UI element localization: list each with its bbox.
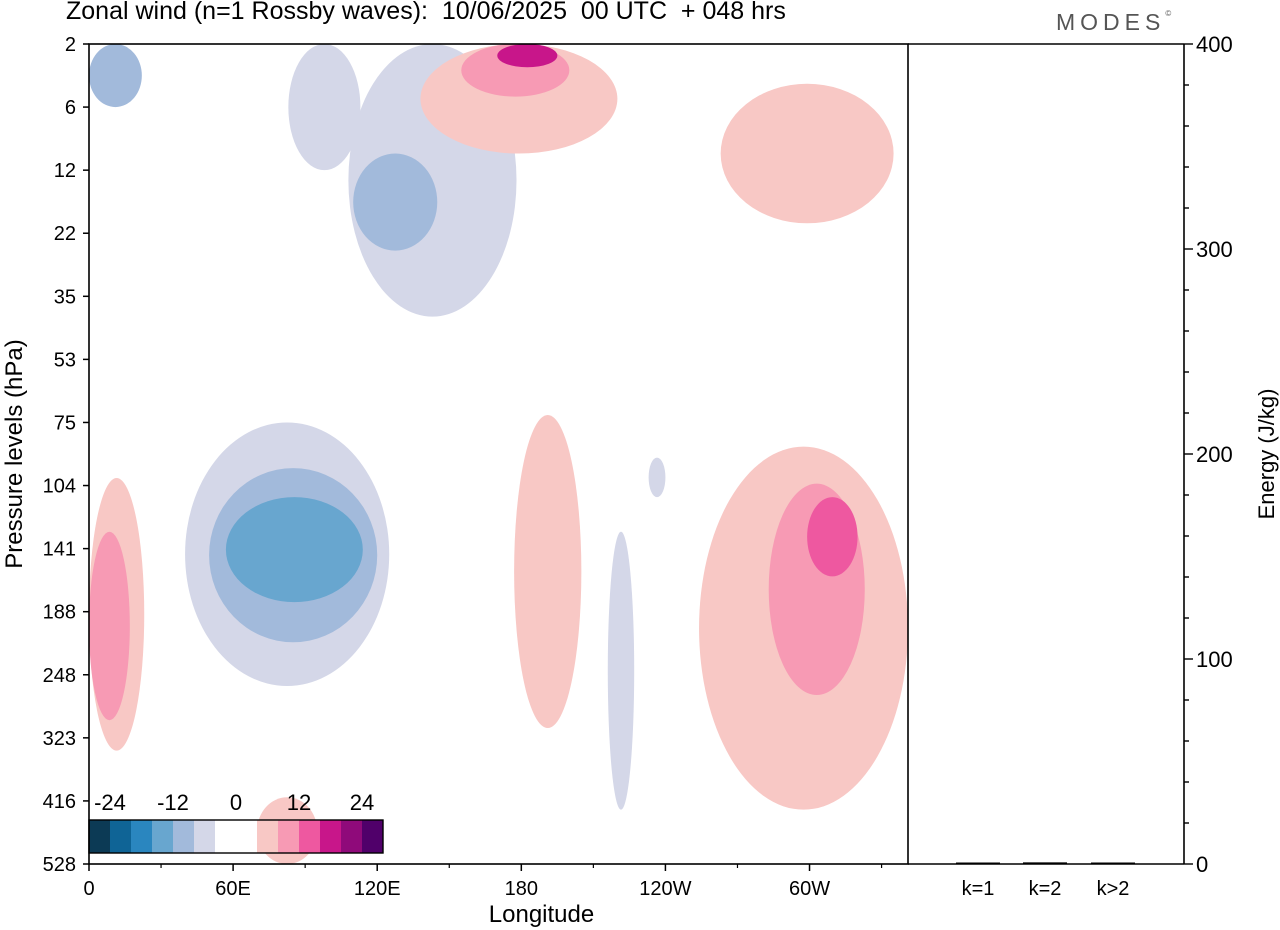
colorbar-tick-label: -24 xyxy=(94,790,126,815)
energy-category-label: k>2 xyxy=(1097,878,1130,900)
y-tick-label: 248 xyxy=(43,665,76,687)
chart-title: Zonal wind (n=1 Rossby waves): 10/06/202… xyxy=(66,0,786,25)
wind-anomaly-region xyxy=(225,497,363,603)
x-tick-label: 60E xyxy=(215,878,251,900)
y-tick-label: 53 xyxy=(54,349,76,371)
energy-bar xyxy=(1091,862,1135,864)
y-tick-label: 35 xyxy=(54,286,76,308)
colorbar-swatch xyxy=(215,820,236,853)
energy-y-axis-label: Energy (J/kg) xyxy=(1254,389,1279,520)
wind-anomaly-region xyxy=(288,44,361,171)
colorbar-swatch xyxy=(152,820,173,853)
colorbar-swatch xyxy=(299,820,320,853)
x-tick-label: 60W xyxy=(789,878,830,900)
energy-category-label: k=1 xyxy=(962,878,995,900)
energy-category-label: k=2 xyxy=(1029,878,1062,900)
y-tick-label: 528 xyxy=(43,854,76,876)
y-tick-label: 6 xyxy=(65,97,76,119)
colorbar-tick-label: 24 xyxy=(350,790,374,815)
energy-y-tick-label: 400 xyxy=(1196,32,1233,57)
wind-anomaly-region xyxy=(89,44,142,108)
brand-logo: MODES© xyxy=(1056,9,1171,36)
energy-bar xyxy=(956,862,1000,864)
energy-bar xyxy=(1023,862,1067,864)
y-tick-label: 323 xyxy=(43,728,76,750)
y-tick-label: 104 xyxy=(43,476,76,498)
colorbar-swatch xyxy=(89,820,110,853)
x-tick-label: 0 xyxy=(83,878,94,900)
x-tick-label: 120E xyxy=(354,878,401,900)
brand-mark: © xyxy=(1165,9,1172,18)
colorbar-swatch xyxy=(278,820,299,853)
colorbar-swatch xyxy=(236,820,257,853)
colorbar-swatch xyxy=(194,820,215,853)
energy-y-tick-label: 0 xyxy=(1196,852,1208,877)
wind-anomaly-region xyxy=(89,531,130,721)
wind-anomaly-region xyxy=(720,83,894,224)
x-axis-label: Longitude xyxy=(489,901,594,928)
colorbar-swatch xyxy=(131,820,152,853)
y-tick-label: 2 xyxy=(65,34,76,56)
y-tick-label: 188 xyxy=(43,602,76,624)
wind-anomaly-region xyxy=(807,497,858,577)
energy-panel: 0 100 200 300 400 Energy (J/kg) k=1 k=2 k>2 xyxy=(908,32,1279,900)
energy-y-tick-label: 100 xyxy=(1196,647,1233,672)
y-tick-label: 12 xyxy=(54,160,76,182)
colorbar-swatch xyxy=(341,820,362,853)
wind-anomaly-region xyxy=(514,415,582,729)
wind-anomaly-region xyxy=(648,457,666,498)
y-tick-label: 22 xyxy=(54,223,76,245)
x-tick-label: 120W xyxy=(639,878,691,900)
wind-anomaly-region xyxy=(497,44,558,68)
y-tick-label: 141 xyxy=(43,539,76,561)
energy-y-tick-label: 300 xyxy=(1196,237,1233,262)
y-tick-label: 416 xyxy=(43,791,76,813)
wind-field xyxy=(89,44,908,864)
x-tick-label: 180 xyxy=(505,878,538,900)
y-tick-label: 75 xyxy=(54,412,76,434)
colorbar-swatch xyxy=(173,820,194,853)
colorbar-tick-label: 12 xyxy=(287,790,311,815)
wind-anomaly-region xyxy=(607,531,635,810)
wind-anomaly-region xyxy=(353,153,438,251)
colorbar: -24 -12 0 12 24 xyxy=(88,790,384,854)
colorbar-swatch xyxy=(362,820,383,853)
colorbar-tick-label: -12 xyxy=(157,790,189,815)
brand-text: MODES xyxy=(1056,9,1166,35)
colorbar-tick-label: 0 xyxy=(230,790,242,815)
plot-frame xyxy=(88,43,909,865)
colorbar-swatch xyxy=(320,820,341,853)
colorbar-swatch xyxy=(110,820,131,853)
colorbar-swatch xyxy=(257,820,278,853)
energy-y-tick-label: 200 xyxy=(1196,442,1233,467)
y-axis-label: Pressure levels (hPa) xyxy=(1,339,28,568)
